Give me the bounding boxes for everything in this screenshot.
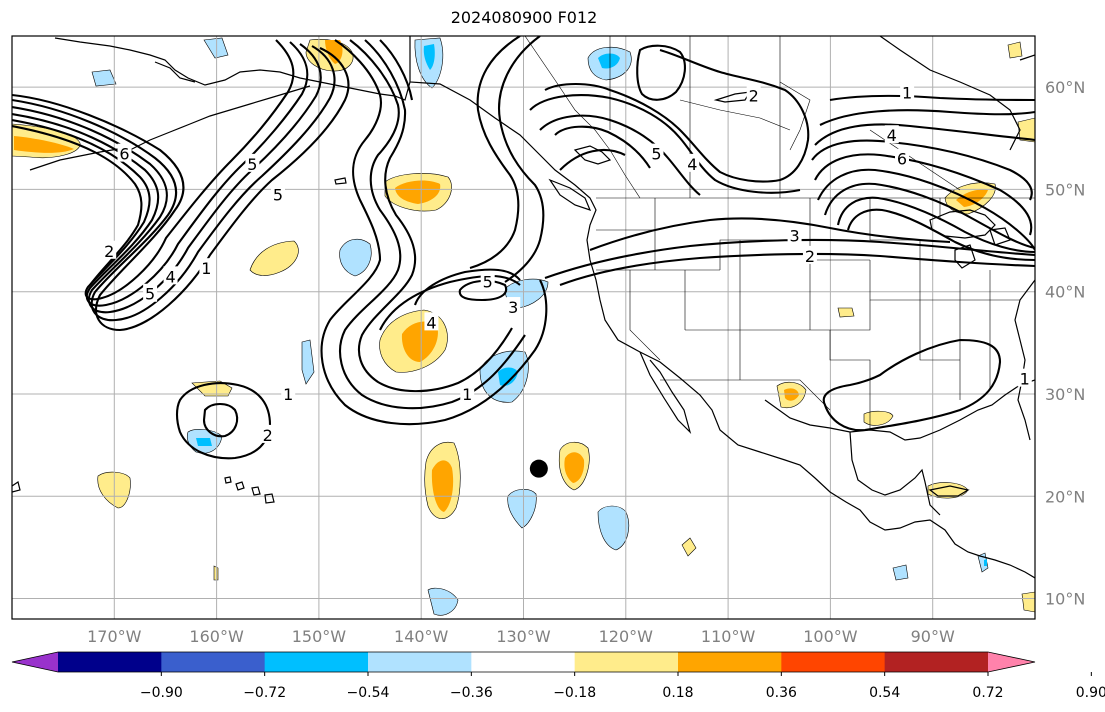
colorbar-tick-label: −0.18 <box>553 685 596 701</box>
contour-label: 1 <box>462 385 472 404</box>
contour-label-bg <box>199 258 214 277</box>
contour-label: 4 <box>426 313 436 332</box>
colorbar-outline <box>11 651 1036 673</box>
contour-label-bg <box>1017 368 1032 387</box>
contour-label-bg <box>102 240 117 259</box>
contour-lines <box>12 36 1035 460</box>
contour-label-bg <box>260 424 275 443</box>
contour-label: 2 <box>263 426 273 445</box>
colorbar-tick-label: 0.90 <box>1076 685 1105 701</box>
grid-lines <box>12 36 1035 619</box>
contour-label: 5 <box>483 272 493 291</box>
colorbar-tick-label: 0.72 <box>972 685 1003 701</box>
colorbar-segment <box>58 652 162 672</box>
latitude-ticks: 10°N 20°N 30°N 40°N 50°N 60°N <box>1045 78 1085 608</box>
contour-label: 5 <box>651 145 661 164</box>
colorbar-segment <box>161 652 266 672</box>
lat-tick-label: 50°N <box>1045 180 1085 199</box>
colorbar-extend-low <box>12 652 58 672</box>
colorbar-tick-label: −0.54 <box>347 685 390 701</box>
colorbar: −0.90 −0.72 −0.54 −0.36 −0.18 0.18 0.36 0.54 0.7… <box>11 651 1105 701</box>
location-marker <box>529 459 548 478</box>
map-frame <box>11 35 1036 620</box>
colorbar-segment <box>368 652 472 672</box>
contour-label: 3 <box>508 298 518 317</box>
longitude-ticks: 170°W 160°W 150°W 140°W 130°W 120°W 110°W 100°W… <box>87 627 955 646</box>
lon-tick-label: 150°W <box>292 627 347 646</box>
contour-label: 4 <box>887 126 897 145</box>
contour-label-bg <box>480 271 495 290</box>
contour-label: 1 <box>283 385 293 404</box>
colorbar-segment <box>781 652 886 672</box>
lon-tick-label: 160°W <box>189 627 244 646</box>
anomaly-shading <box>12 37 1035 616</box>
colorbar-segment <box>471 652 576 672</box>
contour-label: 2 <box>104 242 114 261</box>
contour-label-bg <box>506 297 521 316</box>
contour-label-bg <box>245 153 260 172</box>
contour-label-bg <box>270 184 285 203</box>
contour-label-bg <box>802 245 817 264</box>
colorbar-segment <box>574 652 679 672</box>
colorbar-tick-label: 0.54 <box>869 685 900 701</box>
colorbar-tick-label: 0.18 <box>662 685 693 701</box>
contour-label: 4 <box>687 155 697 174</box>
lon-tick-label: 120°W <box>599 627 654 646</box>
lat-tick-label: 40°N <box>1045 283 1085 302</box>
colorbar-tick-label: −0.36 <box>450 685 493 701</box>
contour-label-bg <box>746 85 761 104</box>
colorbar-extend-high <box>988 652 1035 672</box>
contour-label: 3 <box>790 226 800 245</box>
contour-label: 1 <box>1020 370 1030 389</box>
lon-tick-label: 140°W <box>394 627 449 646</box>
contour-label: 4 <box>165 267 175 286</box>
contour-label: 6 <box>897 150 907 169</box>
lon-tick-label: 90°W <box>911 627 955 646</box>
colorbar-tick-label: 0.36 <box>766 685 797 701</box>
colorbar-tick-label: −0.90 <box>140 685 183 701</box>
lon-tick-label: 100°W <box>803 627 858 646</box>
contour-label: 1 <box>201 259 211 278</box>
colorbar-tick-label: −0.72 <box>243 685 286 701</box>
contour-label: 5 <box>247 155 257 174</box>
map-title: 2024080900 F012 <box>450 8 598 27</box>
colorbar-segment <box>884 652 989 672</box>
contour-label-bg <box>895 148 910 167</box>
contour-label: 5 <box>273 186 283 205</box>
contour-label: 2 <box>805 247 815 266</box>
lon-tick-label: 170°W <box>87 627 142 646</box>
contour-label-bg <box>685 153 700 172</box>
lat-tick-label: 60°N <box>1045 78 1085 97</box>
contour-label-bg <box>884 125 899 144</box>
contour-label: 5 <box>145 285 155 304</box>
contour-label-bg <box>143 283 158 302</box>
contour-label: 1 <box>902 83 912 102</box>
contour-label-bg <box>117 143 132 162</box>
lon-tick-label: 110°W <box>701 627 756 646</box>
contour-label: 2 <box>749 86 759 105</box>
contour-label-bg <box>163 266 178 285</box>
contour-label: 6 <box>119 145 129 164</box>
lat-tick-label: 20°N <box>1045 487 1085 506</box>
contour-label-bg <box>787 225 802 244</box>
contour-label-bg <box>900 82 915 101</box>
contour-label-bg <box>281 383 296 402</box>
lon-tick-label: 130°W <box>496 627 551 646</box>
colorbar-segment <box>678 652 782 672</box>
contour-label-bg <box>460 383 475 402</box>
contour-label-bg <box>649 143 664 162</box>
contour-label-bg <box>424 312 439 331</box>
lat-tick-label: 10°N <box>1045 590 1085 609</box>
lat-tick-label: 30°N <box>1045 385 1085 404</box>
colorbar-segment <box>264 652 369 672</box>
